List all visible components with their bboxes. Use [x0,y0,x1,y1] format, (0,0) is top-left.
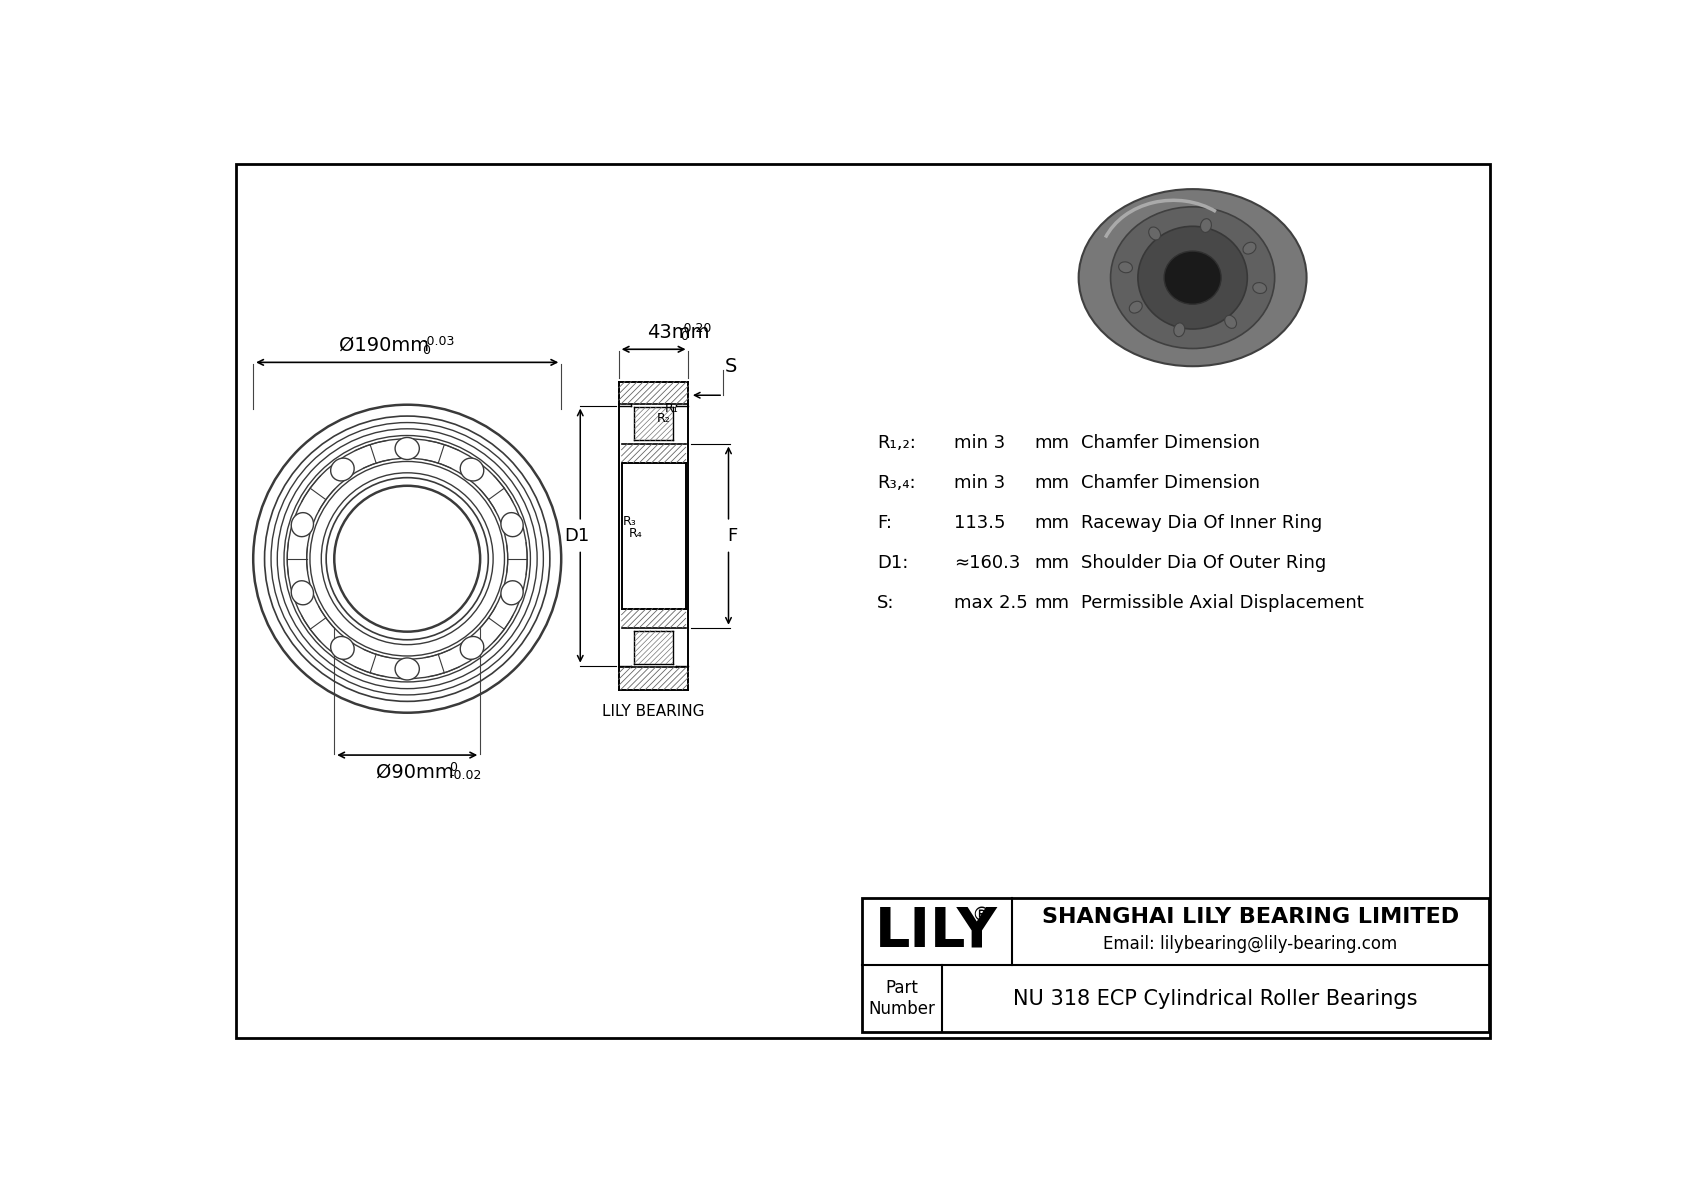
Text: LILY: LILY [876,904,999,959]
Ellipse shape [1079,189,1307,366]
Ellipse shape [330,459,354,481]
Text: 0: 0 [423,343,431,356]
Ellipse shape [1174,323,1186,337]
Text: mm: mm [1034,554,1069,573]
Ellipse shape [1164,251,1221,304]
Text: F:: F: [877,515,893,532]
Text: mm: mm [1034,515,1069,532]
Text: Permissible Axial Displacement: Permissible Axial Displacement [1081,594,1364,612]
Text: SHANGHAI LILY BEARING LIMITED: SHANGHAI LILY BEARING LIMITED [1042,908,1458,928]
Text: R₃,₄:: R₃,₄: [877,474,916,492]
Ellipse shape [1138,226,1248,329]
Text: 43mm: 43mm [647,323,711,342]
Text: Chamfer Dimension: Chamfer Dimension [1081,435,1260,453]
Ellipse shape [1130,301,1142,313]
Ellipse shape [396,437,419,460]
Text: max 2.5: max 2.5 [953,594,1027,612]
Text: S: S [724,357,738,375]
Text: Ø190mm: Ø190mm [338,336,429,355]
Ellipse shape [291,581,313,605]
Ellipse shape [460,459,483,481]
Text: min 3: min 3 [953,474,1005,492]
Text: D1:: D1: [877,554,908,573]
Text: D1: D1 [564,526,589,544]
Text: 0: 0 [680,330,687,343]
Text: NU 318 ECP Cylindrical Roller Bearings: NU 318 ECP Cylindrical Roller Bearings [1014,989,1418,1009]
Text: ®: ® [972,906,992,925]
Ellipse shape [396,657,419,680]
Text: Part
Number: Part Number [869,979,935,1018]
Text: mm: mm [1034,435,1069,453]
Ellipse shape [1224,316,1236,329]
Text: -0.02: -0.02 [450,769,482,782]
Text: 113.5: 113.5 [953,515,1005,532]
Ellipse shape [330,636,354,660]
Text: -0.20: -0.20 [680,322,712,335]
Text: F: F [727,526,738,544]
Text: R₂: R₂ [657,412,670,425]
Text: 0: 0 [450,761,458,774]
Text: Shoulder Dia Of Outer Ring: Shoulder Dia Of Outer Ring [1081,554,1327,573]
Text: R₄: R₄ [628,526,643,540]
Text: mm: mm [1034,474,1069,492]
Text: ≈160.3: ≈160.3 [953,554,1021,573]
Text: R₃: R₃ [623,516,637,529]
Text: Raceway Dia Of Inner Ring: Raceway Dia Of Inner Ring [1081,515,1322,532]
Text: R₁,₂:: R₁,₂: [877,435,916,453]
Text: Ø90mm: Ø90mm [376,762,453,781]
Ellipse shape [1243,242,1256,254]
Ellipse shape [500,512,524,537]
Text: min 3: min 3 [953,435,1005,453]
Ellipse shape [1110,207,1275,349]
Text: Email: lilybearing@lily-bearing.com: Email: lilybearing@lily-bearing.com [1103,935,1398,953]
Ellipse shape [1148,227,1160,241]
Ellipse shape [1201,219,1211,232]
Ellipse shape [1118,262,1132,273]
Ellipse shape [500,581,524,605]
Text: Chamfer Dimension: Chamfer Dimension [1081,474,1260,492]
Text: -0.03: -0.03 [423,335,455,348]
Text: mm: mm [1034,594,1069,612]
Ellipse shape [291,512,313,537]
Text: R₁: R₁ [665,403,679,416]
Ellipse shape [460,636,483,660]
Text: LILY BEARING: LILY BEARING [603,704,706,718]
Text: S:: S: [877,594,894,612]
Ellipse shape [1253,282,1266,293]
